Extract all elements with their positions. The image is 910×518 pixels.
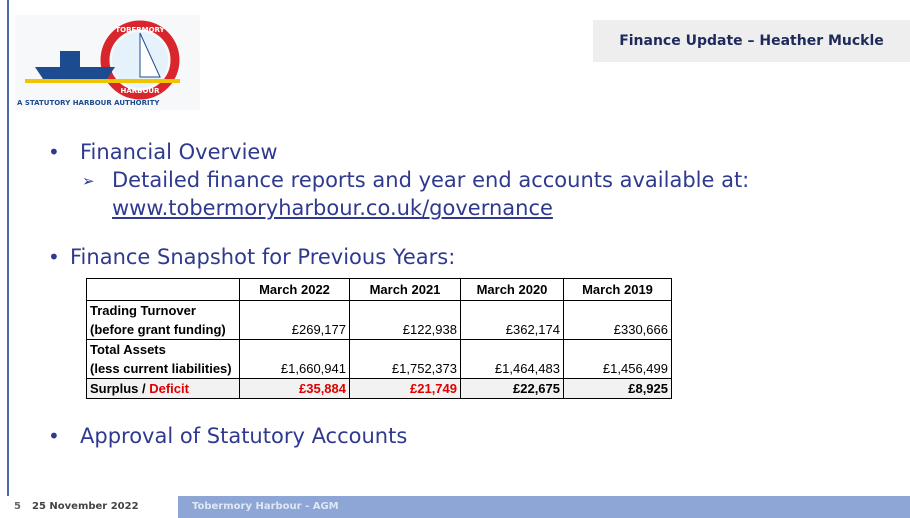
row: Surplus / Deficit £35,884 £21,749 £22,675 £8…: [86, 378, 672, 399]
logo-boat: [35, 67, 115, 79]
footer-date: 25 November 2022: [32, 501, 139, 512]
value-cell: £122,938: [349, 320, 461, 340]
finance-table: March 2022 March 2021 March 2020 March 2019…: [86, 278, 672, 399]
label-text: Trading Turnover: [90, 303, 196, 318]
logo-bottom: HARBOUR: [120, 87, 160, 95]
value-cell: £21,749: [349, 378, 461, 399]
logo-top: TOBERMORY: [115, 26, 165, 34]
value-cell: [460, 339, 564, 359]
column-header: March 2019: [563, 278, 672, 301]
value-cell: £8,925: [563, 378, 672, 399]
value-cell: £269,177: [239, 320, 350, 340]
logo: TOBERMORY HARBOUR A STATUTORY HARBOUR AU…: [15, 15, 200, 110]
logo-graphic: TOBERMORY HARBOUR A STATUTORY HARBOUR AU…: [17, 20, 180, 107]
bullet: •: [48, 245, 60, 269]
bullet-text: Finance Snapshot for Previous Years:: [70, 245, 456, 269]
row-label: (before grant funding): [86, 320, 240, 340]
sub-bullet-text: Detailed finance reports and year end ac…: [112, 168, 750, 192]
value-cell: £1,456,499: [563, 359, 672, 379]
label-text: Surplus /: [90, 381, 150, 396]
logo-cabin: [60, 51, 80, 67]
row: Total Assets: [86, 339, 672, 359]
value-cell: £1,752,373: [349, 359, 461, 379]
value-cell: £22,675: [460, 378, 564, 399]
value-cell: [239, 339, 350, 359]
label-text: (less current liabilities): [90, 361, 232, 376]
bullet-text: Approval of Statutory Accounts: [80, 424, 408, 448]
label-text: (before grant funding): [90, 322, 226, 337]
bullet: •: [48, 140, 60, 164]
label-text: Total Assets: [90, 342, 166, 357]
logo-caption: A STATUTORY HARBOUR AUTHORITY: [17, 99, 160, 107]
row: (less current liabilities) £1,660,941 £1,7…: [86, 359, 672, 379]
logo-wave: [25, 79, 180, 83]
value-cell: [563, 339, 672, 359]
corner-cell: [86, 278, 240, 301]
left-rule: [7, 0, 9, 496]
footer-bar: Tobermory Harbour - AGM: [178, 496, 910, 518]
bullet-text: Financial Overview: [80, 140, 278, 164]
header-title: Finance Update – Heather Muckle: [593, 20, 910, 62]
value-cell: £35,884: [239, 378, 350, 399]
value-cell: [349, 300, 461, 320]
value-cell: [239, 300, 350, 320]
row: (before grant funding) £269,177 £122,938 £3…: [86, 320, 672, 340]
column-header: March 2022: [239, 278, 350, 301]
page-number: 5: [14, 501, 21, 512]
bullet: •: [48, 424, 60, 448]
row-label: Trading Turnover: [86, 300, 240, 320]
sub-bullet: ➢: [82, 172, 95, 190]
row-label: (less current liabilities): [86, 359, 240, 379]
column-header: March 2021: [349, 278, 461, 301]
value-cell: [563, 300, 672, 320]
value-cell: [460, 300, 564, 320]
value-cell: £1,464,483: [460, 359, 564, 379]
value-cell: £362,174: [460, 320, 564, 340]
header-row: March 2022 March 2021 March 2020 March 2019: [86, 278, 672, 301]
row-label: Surplus / Deficit: [86, 378, 240, 399]
label-deficit: Deficit: [149, 381, 189, 396]
row: Trading Turnover: [86, 300, 672, 320]
column-header: March 2020: [460, 278, 564, 301]
value-cell: £330,666: [563, 320, 672, 340]
logo-sail: [139, 32, 161, 78]
link[interactable]: www.tobermoryharbour.co.uk/governance: [112, 196, 553, 220]
value-cell: £1,660,941: [239, 359, 350, 379]
value-cell: [349, 339, 461, 359]
row-label: Total Assets: [86, 339, 240, 359]
logo-ring: [100, 20, 180, 100]
